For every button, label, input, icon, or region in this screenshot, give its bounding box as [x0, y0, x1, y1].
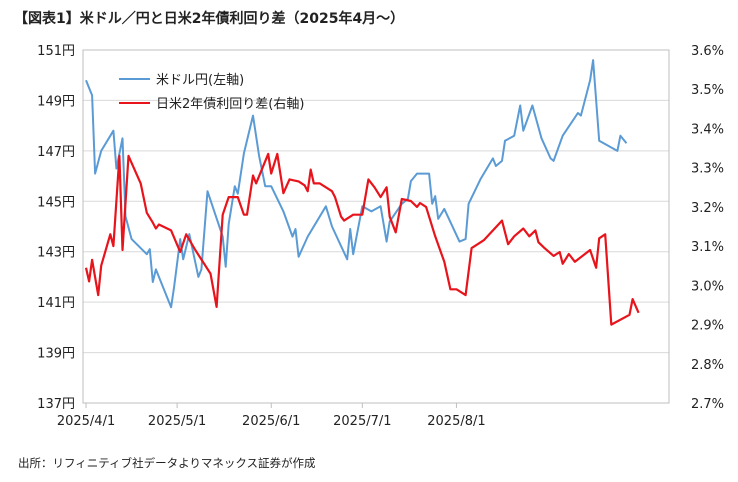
x-axis: 2025/4/1 2025/5/1 2025/6/1 2025/7/1 2025/8/1: [57, 403, 486, 429]
right-tick-label: 3.4%: [691, 122, 724, 137]
x-tick-label: 2025/5/1: [148, 414, 206, 429]
right-tick-label: 2.7%: [691, 397, 724, 412]
legend-label: 日米2年債利回り差(右軸): [156, 97, 304, 112]
left-tick-label: 139円: [37, 347, 75, 362]
right-tick-label: 2.8%: [691, 358, 724, 373]
left-tick-label: 141円: [37, 296, 75, 311]
left-tick-label: 149円: [37, 94, 75, 109]
right-tick-label: 3.5%: [691, 83, 724, 98]
right-y-axis: 3.6% 3.5% 3.4% 3.3% 3.2% 3.1% 3.0% 2.9% 2.8% 2.7%: [691, 44, 724, 412]
left-tick-label: 147円: [37, 145, 75, 160]
right-tick-label: 3.1%: [691, 240, 724, 255]
legend-label: 米ドル円(左軸): [156, 73, 244, 88]
right-tick-label: 3.6%: [691, 44, 724, 59]
series-line-yield-spread: [84, 152, 640, 326]
left-y-axis: 151円 149円 147円 145円 143円 141円 139円 137円: [37, 44, 75, 412]
x-tick-label: 2025/6/1: [242, 414, 300, 429]
left-tick-label: 145円: [37, 195, 75, 210]
left-tick-label: 137円: [37, 397, 75, 412]
x-tick-label: 2025/7/1: [333, 414, 391, 429]
x-tick-label: 2025/4/1: [57, 414, 115, 429]
left-tick-label: 151円: [37, 44, 75, 59]
chart-title: 【図表1】米ドル／円と日米2年債利回り差（2025年4月～）: [14, 11, 405, 27]
legend: 米ドル円(左軸) 日米2年債利回り差(右軸): [119, 73, 304, 112]
right-tick-label: 3.3%: [691, 162, 724, 177]
right-tick-label: 2.9%: [691, 319, 724, 334]
right-tick-label: 3.2%: [691, 201, 724, 216]
left-tick-label: 143円: [37, 246, 75, 261]
source-note: 出所：リフィニティブ社データよりマネックス証券が作成: [18, 456, 316, 470]
right-tick-label: 3.0%: [691, 279, 724, 294]
series-line-usdjpy: [85, 59, 628, 309]
series-layer: [84, 59, 640, 326]
grid: [83, 99, 669, 354]
x-tick-label: 2025/8/1: [427, 414, 485, 429]
plot-frame: [82, 49, 670, 404]
